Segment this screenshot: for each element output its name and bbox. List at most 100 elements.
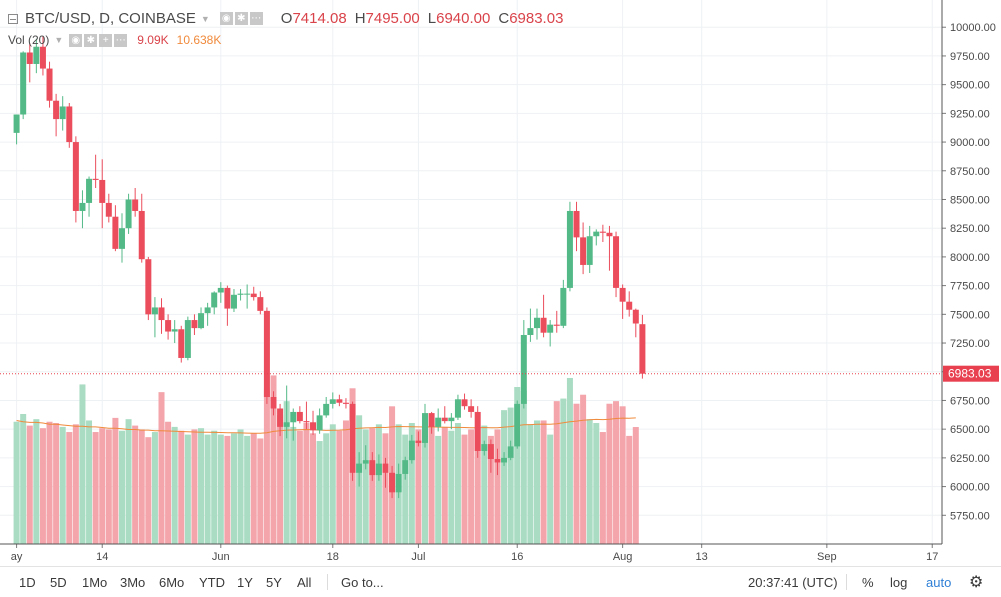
- volume-bar: [145, 437, 152, 544]
- candle: [514, 400, 521, 449]
- candle-body: [382, 463, 389, 473]
- candle-body: [632, 309, 639, 324]
- price-tag-box: [943, 365, 999, 382]
- candle-body: [395, 473, 402, 493]
- candle-body: [191, 320, 198, 329]
- y-tick-label: 6750.00: [950, 395, 990, 407]
- candle: [593, 229, 600, 246]
- range-5y-button[interactable]: 5Y: [266, 575, 282, 590]
- range-1y-button[interactable]: 1Y: [237, 575, 253, 590]
- candle-body: [72, 142, 79, 211]
- candle: [323, 397, 330, 418]
- candle-body: [270, 397, 277, 409]
- y-tick-label: 8000.00: [950, 252, 990, 264]
- volume-bar: [560, 398, 567, 544]
- candle: [454, 394, 461, 420]
- percent-toggle[interactable]: %: [862, 575, 874, 590]
- candle: [46, 61, 53, 108]
- volume-bar: [270, 375, 277, 544]
- range-3mo-button[interactable]: 3Mo: [120, 575, 146, 590]
- candle: [53, 93, 60, 137]
- volume-bar: [435, 435, 442, 544]
- time-axis[interactable]: ay 14 Jun 18 Jul 16 Aug 13 Sep 17: [0, 543, 942, 563]
- candle: [224, 285, 231, 326]
- volume-bar: [586, 419, 593, 544]
- candle-body: [105, 202, 112, 217]
- price-chart[interactable]: 5750.006000.006250.006500.006750.007000.…: [0, 0, 1001, 566]
- candle-body: [118, 228, 125, 249]
- x-tick-label: 16: [511, 551, 523, 563]
- candle: [257, 291, 264, 315]
- volume-bar: [573, 403, 580, 544]
- candle: [547, 320, 554, 347]
- volume-bar: [53, 423, 60, 544]
- volume-bar: [66, 432, 73, 544]
- volume-bar: [283, 401, 290, 544]
- candle: [296, 406, 303, 424]
- candle-body: [356, 463, 363, 473]
- candle: [191, 314, 198, 335]
- candle-body: [237, 293, 244, 295]
- volume-bar: [494, 429, 501, 544]
- candle: [599, 224, 606, 242]
- candle-body: [46, 68, 53, 101]
- candle-body: [92, 178, 99, 180]
- auto-scale-toggle[interactable]: auto: [926, 575, 952, 590]
- candle-body: [13, 114, 20, 133]
- candle: [99, 159, 106, 229]
- volume-bar: [92, 432, 99, 544]
- log-toggle[interactable]: log: [890, 575, 908, 590]
- candle: [415, 431, 422, 447]
- candle: [356, 452, 363, 487]
- candle: [336, 394, 343, 407]
- x-tick-label: Sep: [817, 551, 837, 563]
- candle-body: [507, 446, 514, 458]
- candle: [533, 308, 540, 340]
- price-axis[interactable]: 5750.006000.006250.006500.006750.007000.…: [941, 0, 996, 544]
- candle: [171, 320, 178, 344]
- candle: [395, 463, 402, 499]
- volume-bar: [224, 435, 231, 544]
- candle: [217, 282, 224, 303]
- volume-bar: [20, 414, 27, 544]
- candle: [290, 408, 297, 441]
- candle: [428, 411, 435, 434]
- goto-button[interactable]: Go to...: [341, 575, 384, 590]
- range-5d-button[interactable]: 5D: [50, 575, 67, 590]
- volume-bar: [112, 417, 119, 544]
- gear-icon[interactable]: ⚙: [969, 574, 984, 591]
- candle-body: [112, 216, 119, 249]
- bottom-toolbar: 1D 5D 1Mo 3Mo 6Mo YTD 1Y 5Y All Go to...…: [0, 566, 1001, 597]
- candle-body: [461, 399, 468, 407]
- candle-body: [593, 231, 600, 237]
- range-1d-button[interactable]: 1D: [19, 575, 36, 590]
- range-1mo-button[interactable]: 1Mo: [82, 575, 108, 590]
- volume-bar: [86, 420, 93, 544]
- candle: [435, 408, 442, 432]
- volume-bar: [527, 424, 534, 544]
- candle-body: [586, 236, 593, 265]
- candle: [461, 393, 468, 410]
- range-all-button[interactable]: All: [297, 575, 312, 590]
- volume-bar: [362, 429, 369, 544]
- volume-bar: [415, 429, 422, 544]
- volume-bar: [468, 429, 475, 544]
- volume-bar: [593, 423, 600, 544]
- volume-bar: [33, 419, 40, 544]
- candle: [79, 190, 86, 229]
- volume-bar: [250, 433, 257, 544]
- volume-bar: [211, 430, 218, 544]
- candle: [250, 286, 257, 301]
- candle-body: [454, 399, 461, 418]
- range-ytd-button[interactable]: YTD: [199, 575, 225, 590]
- range-6mo-button[interactable]: 6Mo: [159, 575, 185, 590]
- candle-body: [198, 313, 205, 329]
- volume-bar: [422, 429, 429, 544]
- volume-bar: [118, 430, 125, 544]
- candle-body: [99, 179, 106, 203]
- volume-bar: [507, 407, 514, 544]
- volume-bar: [474, 426, 481, 544]
- volume-bar: [171, 426, 178, 544]
- candle-body: [204, 307, 211, 314]
- x-tick-label: Aug: [613, 551, 633, 563]
